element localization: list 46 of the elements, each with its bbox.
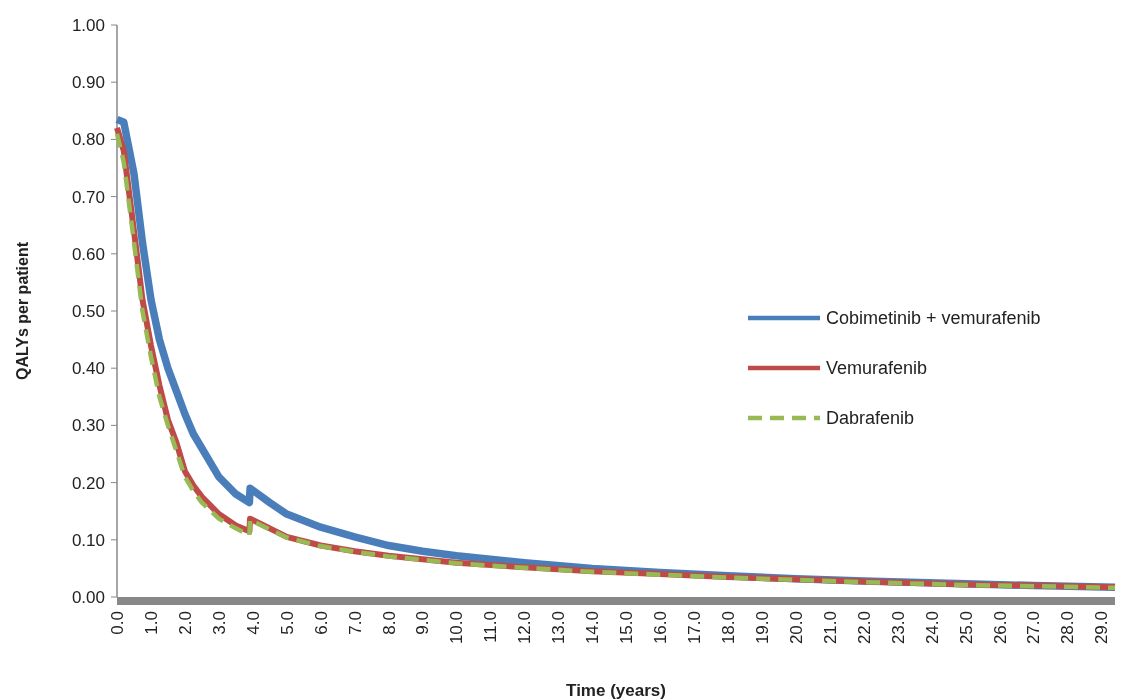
x-tick-label: 10.0 — [447, 611, 467, 645]
y-tick-label: 0.10 — [71, 530, 105, 550]
x-tick-label: 25.0 — [956, 611, 976, 645]
legend-label: Cobimetinib + vemurafenib — [826, 308, 1041, 329]
x-tick-label: 20.0 — [786, 611, 806, 645]
x-tick-label: 11.0 — [481, 611, 501, 643]
x-tick-label: 18.0 — [718, 611, 738, 645]
x-tick-label: 9.0 — [413, 611, 433, 635]
x-tick-label: 26.0 — [990, 611, 1010, 645]
y-tick-label: 0.20 — [71, 473, 105, 493]
x-tick-label: 2.0 — [175, 611, 195, 635]
x-tick-label: 4.0 — [243, 611, 263, 635]
legend-label: Vemurafenib — [826, 358, 928, 379]
x-tick-label: 15.0 — [617, 611, 637, 645]
x-tick-label: 3.0 — [209, 611, 229, 635]
x-tick-label: 6.0 — [311, 611, 331, 635]
x-tick-label: 0.0 — [107, 611, 127, 635]
y-tick-label: 0.30 — [71, 416, 105, 436]
x-tick-label: 13.0 — [549, 611, 569, 645]
y-tick-label: 0.70 — [71, 187, 105, 207]
y-tick-label: 0.40 — [71, 359, 105, 379]
x-tick-label: 5.0 — [277, 611, 297, 635]
legend-label: Dabrafenib — [826, 408, 915, 429]
y-tick-label: 0.00 — [71, 587, 105, 607]
x-tick-label: 7.0 — [345, 611, 365, 635]
y-tick-label: 0.80 — [71, 130, 105, 150]
x-tick-label: 16.0 — [651, 611, 671, 645]
x-tick-label: 17.0 — [685, 611, 705, 645]
x-tick-label: 24.0 — [922, 611, 942, 645]
x-tick-label: 21.0 — [820, 611, 840, 645]
y-tick-label: 0.50 — [71, 301, 105, 321]
x-tick-label: 28.0 — [1058, 611, 1078, 645]
x-tick-label: 22.0 — [854, 611, 874, 645]
x-tick-label: 12.0 — [515, 611, 535, 645]
y-axis-title: QALYs per patient — [14, 241, 31, 381]
y-tick-label: 1.00 — [71, 15, 105, 35]
x-tick-label: 8.0 — [379, 611, 399, 635]
x-tick-label: 14.0 — [583, 611, 603, 645]
x-axis-title: Time (years) — [566, 681, 666, 700]
x-tick-label: 29.0 — [1092, 611, 1112, 645]
x-tick-label: 19.0 — [752, 611, 772, 645]
x-tick-label: 1.0 — [141, 611, 161, 635]
y-tick-label: 0.90 — [71, 73, 105, 93]
y-tick-label: 0.60 — [71, 244, 105, 264]
x-tick-label: 27.0 — [1024, 611, 1044, 645]
x-tick-label: 23.0 — [888, 611, 908, 645]
